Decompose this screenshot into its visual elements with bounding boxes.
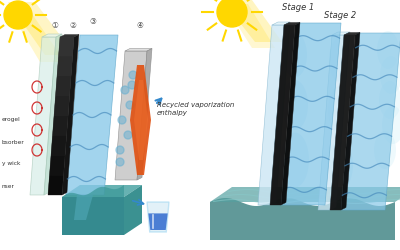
Polygon shape <box>281 23 341 205</box>
Polygon shape <box>224 4 275 48</box>
Polygon shape <box>51 136 66 156</box>
Polygon shape <box>341 32 360 210</box>
Polygon shape <box>222 0 282 42</box>
Polygon shape <box>130 65 151 175</box>
Text: erogel: erogel <box>2 118 21 122</box>
Text: nser: nser <box>2 184 15 188</box>
Ellipse shape <box>377 31 399 69</box>
Text: y wick: y wick <box>2 162 20 166</box>
Polygon shape <box>124 185 142 235</box>
Polygon shape <box>147 202 169 232</box>
Polygon shape <box>62 34 79 195</box>
Ellipse shape <box>374 131 396 169</box>
Circle shape <box>116 158 124 166</box>
Polygon shape <box>62 185 124 235</box>
Polygon shape <box>270 22 290 205</box>
Ellipse shape <box>380 56 400 94</box>
Polygon shape <box>48 175 64 195</box>
Polygon shape <box>54 96 70 116</box>
Circle shape <box>129 71 137 79</box>
Ellipse shape <box>382 106 400 144</box>
Ellipse shape <box>379 81 400 119</box>
Polygon shape <box>125 48 152 51</box>
Polygon shape <box>148 214 168 230</box>
Polygon shape <box>270 25 295 205</box>
Polygon shape <box>134 80 148 160</box>
Ellipse shape <box>282 80 308 130</box>
Polygon shape <box>258 25 284 205</box>
Polygon shape <box>66 35 118 195</box>
Polygon shape <box>42 34 62 37</box>
Polygon shape <box>284 22 300 25</box>
Circle shape <box>124 131 132 139</box>
Polygon shape <box>56 76 71 96</box>
Polygon shape <box>58 37 74 57</box>
Circle shape <box>121 86 129 94</box>
Polygon shape <box>330 32 350 210</box>
Polygon shape <box>137 48 152 180</box>
Text: ②: ② <box>70 20 76 30</box>
Polygon shape <box>52 116 68 136</box>
Polygon shape <box>74 195 93 220</box>
Polygon shape <box>210 198 395 240</box>
Polygon shape <box>62 197 124 235</box>
Text: ④: ④ <box>136 20 144 30</box>
Circle shape <box>116 146 124 154</box>
Polygon shape <box>272 22 290 25</box>
Circle shape <box>118 116 126 124</box>
Polygon shape <box>60 34 79 37</box>
Polygon shape <box>344 32 360 35</box>
Circle shape <box>4 1 32 29</box>
Polygon shape <box>210 187 400 202</box>
Ellipse shape <box>281 132 309 188</box>
Text: Stage 1: Stage 1 <box>282 4 314 13</box>
Polygon shape <box>115 51 147 180</box>
Ellipse shape <box>327 140 353 190</box>
Polygon shape <box>281 22 300 205</box>
Polygon shape <box>341 33 400 210</box>
Polygon shape <box>30 37 56 195</box>
Text: Stage 2: Stage 2 <box>324 10 356 20</box>
Polygon shape <box>57 57 72 76</box>
Ellipse shape <box>328 86 352 134</box>
Polygon shape <box>332 32 350 35</box>
Polygon shape <box>8 8 65 62</box>
Circle shape <box>217 0 247 27</box>
Polygon shape <box>8 2 75 55</box>
Circle shape <box>128 81 136 89</box>
Text: ①: ① <box>52 20 58 30</box>
Text: Recycled vaporization
enthalpy: Recycled vaporization enthalpy <box>157 102 234 116</box>
Polygon shape <box>318 35 344 210</box>
Text: ③: ③ <box>90 18 96 26</box>
Text: bsorber: bsorber <box>2 140 25 144</box>
Ellipse shape <box>283 32 307 78</box>
Polygon shape <box>50 156 65 175</box>
Polygon shape <box>48 37 74 195</box>
Polygon shape <box>44 34 62 195</box>
Ellipse shape <box>329 38 351 82</box>
Polygon shape <box>62 185 142 197</box>
Polygon shape <box>330 35 355 210</box>
Circle shape <box>126 101 134 109</box>
